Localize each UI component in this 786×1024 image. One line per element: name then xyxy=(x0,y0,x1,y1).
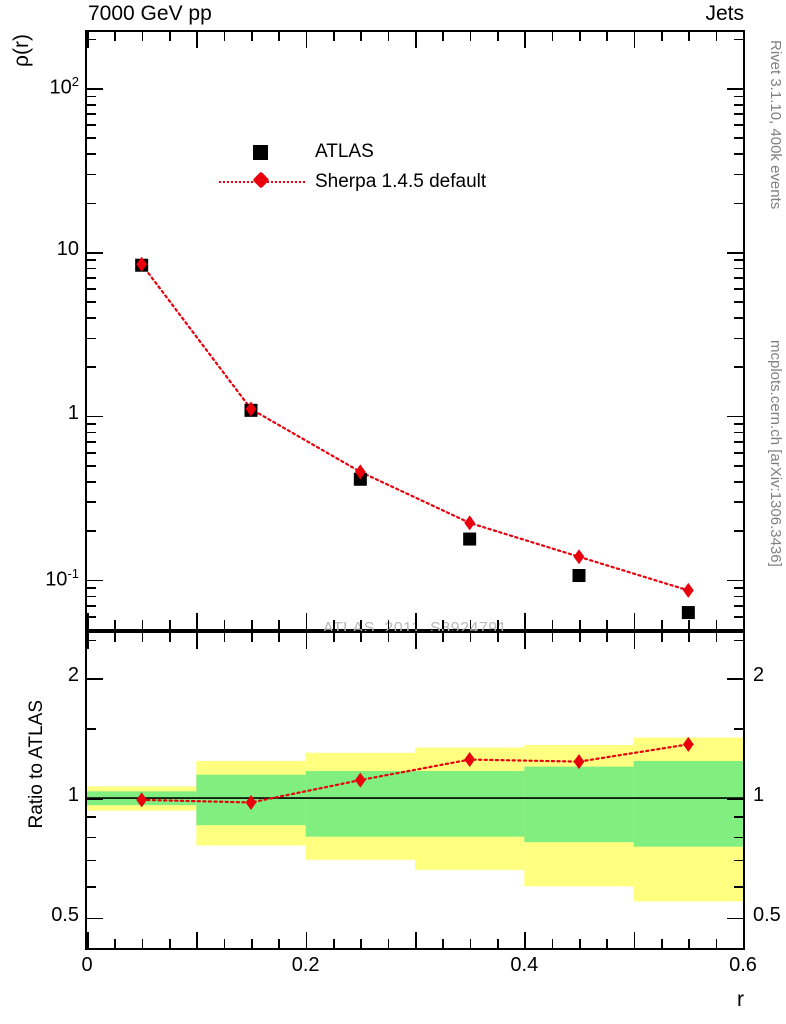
mcplots-reference-note: mcplots.cern.ch [arXiv:1306.3436] xyxy=(767,340,784,567)
rivet-version-note: Rivet 3.1.10, 400k events xyxy=(767,40,784,210)
ratio-plot-svg xyxy=(87,736,743,902)
x-tick-label: 0.2 xyxy=(291,954,320,976)
legend: ATLAS Sherpa 1.4.5 default xyxy=(219,137,486,197)
header-analysis-type: Jets xyxy=(705,2,744,25)
sherpa-data-point xyxy=(354,464,366,480)
ratio-plot-panel xyxy=(85,631,745,950)
sherpa-data-point xyxy=(245,401,257,417)
ratio-data-point xyxy=(682,736,694,752)
ratio-data-point xyxy=(464,752,476,768)
ratio-y-tick-label: 2 xyxy=(67,664,79,687)
ratio-y-tick-label-right: 1 xyxy=(753,784,765,807)
ratio-y-tick-label-right: 0.5 xyxy=(753,903,781,926)
ratio-plot-area xyxy=(87,633,743,948)
legend-label-sherpa: Sherpa 1.4.5 default xyxy=(315,171,487,192)
main-plot-panel: ATLAS_2011_S8924791 ATLAS Sherpa 1.4.5 d… xyxy=(85,30,745,637)
ratio-y-tick-label: 0.5 xyxy=(51,903,79,926)
x-tick-label: 0.6 xyxy=(729,954,757,976)
atlas-data-point xyxy=(681,606,695,620)
ratio-data-point xyxy=(245,794,257,810)
sherpa-data-point xyxy=(682,582,694,598)
main-y-tick-label: 10 xyxy=(56,237,79,260)
main-plot-svg xyxy=(135,256,695,620)
sherpa-data-point xyxy=(464,515,476,531)
legend-label-atlas: ATLAS xyxy=(315,141,374,162)
x-axis-label: r xyxy=(737,988,744,1011)
header-beam-info: 7000 GeV pp xyxy=(88,2,212,25)
legend-item-atlas: ATLAS xyxy=(219,137,486,167)
ratio-uncertainty-band xyxy=(415,770,525,837)
main-y-axis-label: ρ(r) xyxy=(10,34,33,67)
x-tick-label: 0 xyxy=(81,954,93,976)
ratio-data-point xyxy=(136,792,148,808)
ratio-uncertainty-band xyxy=(524,766,634,843)
ratio-data-point xyxy=(573,754,585,770)
main-plot-area xyxy=(87,32,743,629)
main-y-tick-label: 10-1 xyxy=(45,565,79,591)
main-y-tick-label: 1 xyxy=(67,401,79,424)
atlas-data-point xyxy=(463,532,477,546)
main-y-tick-label: 102 xyxy=(49,74,79,99)
legend-marker-square-icon xyxy=(219,141,305,163)
ratio-y-tick-label-right: 2 xyxy=(753,664,765,687)
x-tick-label: 0.4 xyxy=(510,954,539,976)
sherpa-data-point xyxy=(573,549,585,565)
legend-marker-diamond-line-icon xyxy=(219,171,305,193)
ratio-y-axis-label: Ratio to ATLAS xyxy=(26,700,47,829)
legend-item-sherpa: Sherpa 1.4.5 default xyxy=(219,167,486,197)
ratio-uncertainty-band xyxy=(633,760,743,847)
atlas-data-point xyxy=(572,569,586,583)
sherpa-data-point xyxy=(136,256,148,272)
ratio-data-point xyxy=(354,772,366,788)
